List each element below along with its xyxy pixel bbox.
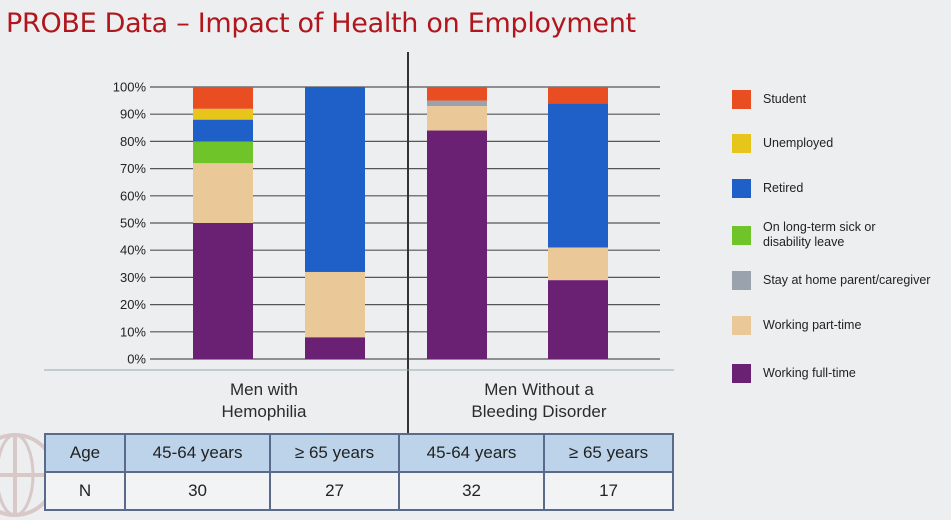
y-tick-label: 70% <box>120 161 146 176</box>
table-cell-n: 27 <box>269 471 400 511</box>
legend-label: Unemployed <box>763 136 834 150</box>
bar-segment-unemployed <box>193 108 253 120</box>
group-label-hemophilia: Men with Hemophilia <box>144 379 384 423</box>
slide-title: PROBE Data – Impact of Health on Employm… <box>6 8 636 39</box>
legend-label: Retired <box>763 181 804 195</box>
legend-item-student: Student <box>732 90 942 109</box>
legend-item-unemployed: Unemployed <box>732 134 942 153</box>
group-label-line: Hemophilia <box>221 402 307 421</box>
legend-label: Working full-time <box>763 366 856 380</box>
bar-segment-working-part-time <box>427 106 487 131</box>
bar-segment-on-long-term-sick-or-disability-leave <box>193 141 253 164</box>
table-cell-age: 45-64 years <box>397 433 546 473</box>
legend-swatch <box>732 179 751 198</box>
y-tick-label: 40% <box>120 243 146 258</box>
bar-segment-working-part-time <box>305 271 365 338</box>
legend-swatch <box>732 225 751 245</box>
y-tick-label: 80% <box>120 134 146 149</box>
table-row-age: Age 45-64 years ≥ 65 years 45-64 years ≥… <box>44 433 674 473</box>
y-tick-label: 30% <box>120 270 146 285</box>
legend-label: Working part-time <box>763 318 862 332</box>
y-tick-label: 10% <box>120 324 146 339</box>
y-tick-label: 60% <box>120 188 146 203</box>
bar-segment-working-part-time <box>193 163 253 223</box>
legend-item-sick-leave: On long-term sick or disability leave <box>732 220 942 250</box>
bar-segment-retired <box>548 103 608 248</box>
bar-segment-retired <box>193 119 253 142</box>
group-label-line: Bleeding Disorder <box>471 402 607 421</box>
table-cell-age: ≥ 65 years <box>543 433 674 473</box>
legend-swatch <box>732 364 751 383</box>
legend-swatch <box>732 271 751 290</box>
legend-item-stay-at-home: Stay at home parent/caregiver <box>732 271 942 290</box>
y-tick-label: 50% <box>120 216 146 231</box>
bar-segment-working-full-time <box>548 280 608 359</box>
legend-swatch <box>732 134 751 153</box>
group-label-line: Men Without a <box>484 380 594 399</box>
bar-segment-student <box>427 87 487 101</box>
table-row-n: N 30 27 32 17 <box>44 471 674 511</box>
legend-swatch <box>732 90 751 109</box>
legend-label: Stay at home parent/caregiver <box>763 273 931 287</box>
bar-segment-working-full-time <box>427 130 487 359</box>
bar-segment-working-full-time <box>305 337 365 359</box>
bar-segment-retired <box>305 87 365 272</box>
legend-swatch <box>732 316 751 335</box>
bar-segment-working-full-time <box>193 223 253 359</box>
table-cell-age: 45-64 years <box>123 433 272 473</box>
y-tick-label: 100% <box>113 80 147 95</box>
legend-item-part-time: Working part-time <box>732 316 942 335</box>
y-tick-label: 0% <box>127 352 146 367</box>
table-header-n: N <box>44 471 126 511</box>
legend-item-full-time: Working full-time <box>732 364 942 383</box>
group-label-no-bleeding-disorder: Men Without a Bleeding Disorder <box>419 379 659 423</box>
legend-label: Student <box>763 92 807 106</box>
table-cell-n: 32 <box>397 471 546 511</box>
table-cell-age: ≥ 65 years <box>269 433 400 473</box>
legend-label: On long-term sick or disability leave <box>763 220 876 249</box>
table-header-age: Age <box>44 433 126 473</box>
bar-segment-stay-at-home-parent-caregiver <box>427 100 487 107</box>
age-n-table: Age 45-64 years ≥ 65 years 45-64 years ≥… <box>44 433 674 511</box>
legend-item-retired: Retired <box>732 179 942 198</box>
table-cell-n: 30 <box>123 471 272 511</box>
bar-segment-student <box>193 87 253 109</box>
table-cell-n: 17 <box>543 471 674 511</box>
bar-segment-working-part-time <box>548 247 608 281</box>
bar-segment-student <box>548 87 608 104</box>
y-tick-label: 20% <box>120 297 146 312</box>
group-label-line: Men with <box>229 380 299 399</box>
y-tick-label: 90% <box>120 107 146 122</box>
